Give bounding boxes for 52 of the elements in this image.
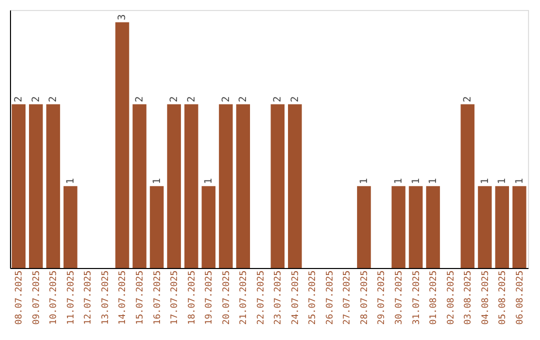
data-label: 2 xyxy=(134,96,146,102)
x-tick-label: 25.07.2025 xyxy=(308,270,318,325)
x-tick-label: 03.08.2025 xyxy=(464,270,474,325)
x-tick-label: 01.08.2025 xyxy=(429,270,440,325)
x-tick-label: 19.07.2025 xyxy=(204,270,215,325)
data-label: 1 xyxy=(358,178,370,184)
x-tick-label: 13.07.2025 xyxy=(100,270,111,325)
data-label: 1 xyxy=(152,178,163,184)
x-tick-label: 04.08.2025 xyxy=(480,270,491,325)
x-tick-label: 29.07.2025 xyxy=(377,270,388,325)
data-label: 1 xyxy=(480,178,491,184)
x-tick-label: 22.07.2025 xyxy=(256,270,266,325)
x-tick-label: 24.07.2025 xyxy=(290,270,301,325)
x-tick-label: 02.08.2025 xyxy=(446,270,456,325)
x-tick-label: 20.07.2025 xyxy=(222,270,232,325)
data-label: 2 xyxy=(462,96,474,102)
x-tick-label: 06.08.2025 xyxy=(515,270,526,325)
x-tick-label: 10.07.2025 xyxy=(49,270,60,325)
data-label: 1 xyxy=(65,178,76,184)
data-label: 1 xyxy=(497,178,508,184)
x-tick-label: 11.07.2025 xyxy=(66,270,76,325)
data-label: 1 xyxy=(394,178,404,184)
data-label: 1 xyxy=(428,178,440,184)
data-label: 2 xyxy=(14,96,25,102)
x-tick-label: 17.07.2025 xyxy=(170,270,180,325)
data-label: 2 xyxy=(220,96,232,102)
x-tick-label: 21.07.2025 xyxy=(239,270,250,325)
x-tick-label: 27.07.2025 xyxy=(342,270,353,325)
x-tick-label: 30.07.2025 xyxy=(394,270,404,325)
data-label: 2 xyxy=(48,96,60,102)
x-tick-label: 31.07.2025 xyxy=(412,270,422,325)
data-label: 1 xyxy=(204,178,215,184)
x-tick-label: 23.07.2025 xyxy=(274,270,284,325)
data-label: 2 xyxy=(290,96,301,102)
data-label: 1 xyxy=(410,178,422,184)
x-tick-label: 12.07.2025 xyxy=(84,270,94,325)
data-label: 1 xyxy=(514,178,526,184)
x-tick-label: 26.07.2025 xyxy=(325,270,336,325)
data-label: 2 xyxy=(272,96,284,102)
data-label: 2 xyxy=(238,96,250,102)
x-tick-label: 15.07.2025 xyxy=(136,270,146,325)
data-label: 2 xyxy=(186,96,198,102)
x-tick-label: 28.07.2025 xyxy=(360,270,370,325)
data-label: 2 xyxy=(169,96,180,102)
data-label: 3 xyxy=(117,14,128,20)
x-tick-label: 09.07.2025 xyxy=(32,270,42,325)
data-label: 2 xyxy=(30,96,42,102)
x-tick-label: 05.08.2025 xyxy=(498,270,508,325)
x-tick-label: 14.07.2025 xyxy=(118,270,128,325)
x-tick-label: 16.07.2025 xyxy=(152,270,163,325)
x-tick-label: 18.07.2025 xyxy=(187,270,198,325)
x-tick-label: 08.07.2025 xyxy=(14,270,25,325)
